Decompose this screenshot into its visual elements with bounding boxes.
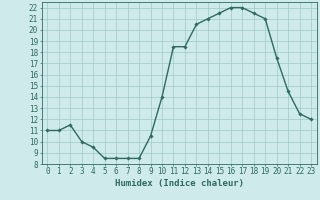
X-axis label: Humidex (Indice chaleur): Humidex (Indice chaleur) — [115, 179, 244, 188]
